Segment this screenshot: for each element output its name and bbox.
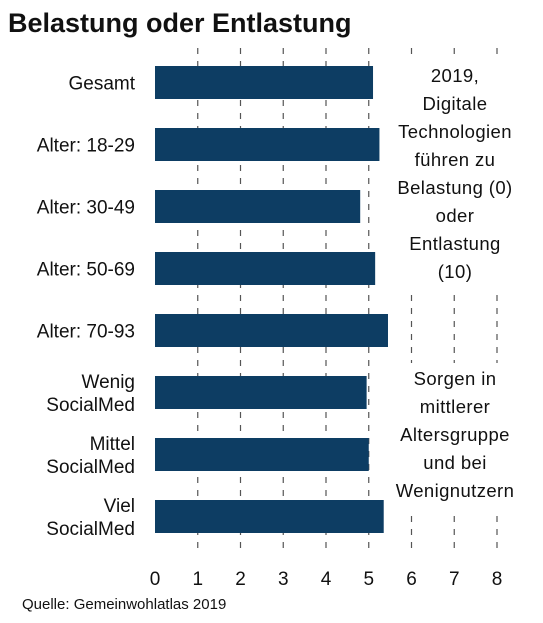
category-label-1: Alter: 18-29 xyxy=(37,136,135,157)
x-tick-label-1: 1 xyxy=(192,569,203,590)
bar-5 xyxy=(155,376,367,409)
bar-7 xyxy=(155,500,384,533)
bars xyxy=(155,66,388,533)
bar-2 xyxy=(155,190,361,223)
x-tick-label-2: 2 xyxy=(235,569,246,590)
annotation-bg-0 xyxy=(398,60,536,292)
category-label-6: Mittel SocialMed xyxy=(46,434,135,478)
x-tick-label-0: 0 xyxy=(150,569,161,590)
annotation-bg-1 xyxy=(398,363,536,511)
chart-title: Belastung oder Entlastung xyxy=(8,8,352,38)
bar-4 xyxy=(155,314,388,347)
category-label-0: Gesamt xyxy=(68,74,135,95)
x-tick-label-5: 5 xyxy=(363,569,374,590)
x-tick-label-3: 3 xyxy=(278,569,289,590)
bar-0 xyxy=(155,66,374,99)
x-tick-label-7: 7 xyxy=(449,569,460,590)
bar-3 xyxy=(155,252,376,285)
category-label-5: Wenig SocialMed xyxy=(46,372,135,416)
category-label-2: Alter: 30-49 xyxy=(37,198,135,219)
category-label-3: Alter: 50-69 xyxy=(37,260,135,281)
x-axis-tick-labels: 0 1 2 3 4 5 6 7 8 xyxy=(150,569,503,590)
category-labels: Gesamt Alter: 18-29 Alter: 30-49 Alter: 50-… xyxy=(37,74,136,541)
annotation-0: 2019, Digitale Technologien führen zu Belast… xyxy=(397,60,536,292)
x-tick-label-6: 6 xyxy=(406,569,417,590)
annotation-text-1: Sorgen in mittlerer Altersgruppe und bei Wen… xyxy=(396,368,515,501)
bar-6 xyxy=(155,438,369,471)
category-label-4: Alter: 70-93 xyxy=(37,322,135,343)
category-label-7: Viel SocialMed xyxy=(46,496,135,540)
source-note: Quelle: Gemeinwohlatlas 2019 xyxy=(22,596,226,613)
x-tick-label-8: 8 xyxy=(492,569,503,590)
annotation-text-0: 2019, Digitale Technologien führen zu Belast… xyxy=(397,65,512,282)
annotations: 2019, Digitale Technologien führen zu Belast… xyxy=(396,60,536,511)
annotation-1: Sorgen in mittlerer Altersgruppe und bei Wen… xyxy=(396,363,536,511)
x-tick-label-4: 4 xyxy=(321,569,332,590)
bar-1 xyxy=(155,128,380,161)
